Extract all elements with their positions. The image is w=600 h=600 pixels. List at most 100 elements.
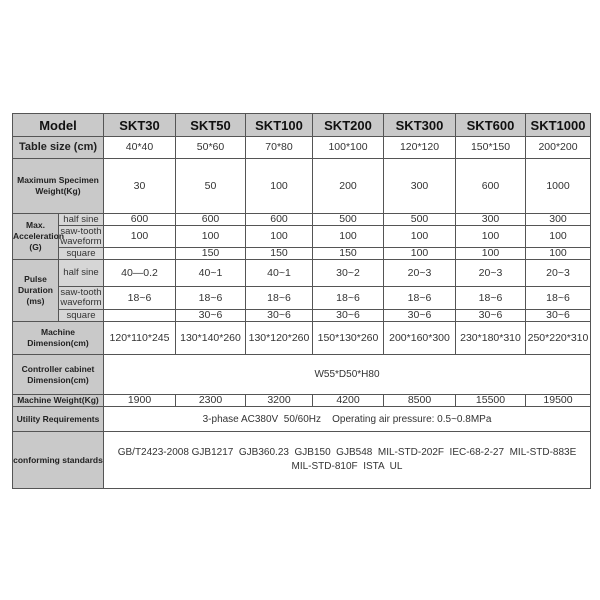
sub-label: square xyxy=(58,247,104,260)
value-cell: 100 xyxy=(245,158,313,214)
value-cell: 30~6 xyxy=(175,309,246,322)
model-column-header: SKT600 xyxy=(455,113,526,137)
value-cell: 20~3 xyxy=(455,259,526,287)
controller-value: W55*D50*H80 xyxy=(103,354,591,395)
value-cell: 130*140*260 xyxy=(175,321,246,355)
value-cell: 18~6 xyxy=(383,286,456,310)
value-cell: 4200 xyxy=(312,394,384,407)
model-column-header: SKT1000 xyxy=(525,113,591,137)
machine-weight-row: Machine Weight(Kg) 1900 2300 3200 4200 8500 15… xyxy=(12,394,591,407)
value-cell: 120*120 xyxy=(383,136,456,159)
value-cell: 600 xyxy=(245,213,313,226)
value-cell: 8500 xyxy=(383,394,456,407)
value-cell: 150 xyxy=(312,247,384,260)
value-cell: 130*120*260 xyxy=(245,321,313,355)
value-cell: 100 xyxy=(103,225,176,248)
value-cell: 30~6 xyxy=(245,309,313,322)
value-cell: 300 xyxy=(525,213,591,226)
machine-dim-row: Machine Dimension(cm) 120*110*245 130*140*… xyxy=(12,321,591,355)
model-column-header: SKT50 xyxy=(175,113,246,137)
value-cell: 200*160*300 xyxy=(383,321,456,355)
standards-line: MIL-STD-810F ISTA UL xyxy=(291,461,403,472)
value-cell: 40~1 xyxy=(175,259,246,287)
row-label: Machine Weight(Kg) xyxy=(12,394,104,407)
row-label: Machine Dimension(cm) xyxy=(12,321,104,355)
header-row: Model SKT30 SKT50 SKT100 SKT200 SKT300 SKT600 S… xyxy=(12,113,591,137)
model-column-header: SKT100 xyxy=(245,113,313,137)
value-cell: 100 xyxy=(312,225,384,248)
value-cell: 100 xyxy=(455,247,526,260)
pulse-row: Pulse Duration (ms) half sine 40—0.2 40~1 40… xyxy=(12,259,591,322)
sub-label: square xyxy=(58,309,104,322)
row-label: Controller cabinet Dimension(cm) xyxy=(12,354,104,395)
value-cell: 200*200 xyxy=(525,136,591,159)
acceleration-row: Max. Acceleration (G) half sine 600 600 600 5… xyxy=(12,213,591,260)
value-cell: 50 xyxy=(175,158,246,214)
sub-label: half sine xyxy=(58,259,104,287)
value-cell: 100 xyxy=(525,247,591,260)
value-cell: 150*130*260 xyxy=(312,321,384,355)
value-cell: 18~6 xyxy=(103,286,176,310)
value-cell: 100 xyxy=(383,247,456,260)
value-cell: 18~6 xyxy=(455,286,526,310)
sub-label: saw-tooth waveform xyxy=(58,225,104,248)
sub-label: saw-tooth waveform xyxy=(58,286,104,310)
value-cell: 150 xyxy=(245,247,313,260)
value-cell: 18~6 xyxy=(525,286,591,310)
value-cell: 300 xyxy=(383,158,456,214)
row-label: Utility Requirements xyxy=(12,406,104,432)
value-cell: 230*180*310 xyxy=(455,321,526,355)
value-cell: 40—0.2 xyxy=(103,259,176,287)
value-cell: 40*40 xyxy=(103,136,176,159)
value-cell: 150 xyxy=(175,247,246,260)
value-cell: 100*100 xyxy=(312,136,384,159)
row-label: Maximum Specimen Weight(Kg) xyxy=(12,158,104,214)
group-label: Max. Acceleration (G) xyxy=(12,213,64,260)
value-cell xyxy=(103,309,176,322)
utility-row: Utility Requirements 3-phase AC380V 50/60… xyxy=(12,406,591,432)
value-cell: 600 xyxy=(455,158,526,214)
value-cell xyxy=(103,247,176,260)
value-cell: 30 xyxy=(103,158,176,214)
value-cell: 20~3 xyxy=(525,259,591,287)
row-label: conforming standards xyxy=(12,431,104,489)
value-cell: 600 xyxy=(175,213,246,226)
value-cell: 30~2 xyxy=(312,259,384,287)
value-cell: 2300 xyxy=(175,394,246,407)
acceleration-row: saw-tooth waveform 100 100 100 100 100 100 100 xyxy=(13,225,591,248)
standards-value: GB/T2423-2008 GJB1217 GJB360.23 GJB150 G… xyxy=(103,431,591,489)
acceleration-row: square 150 150 150 100 100 100 xyxy=(13,247,591,260)
value-cell: 30~6 xyxy=(455,309,526,322)
value-cell: 100 xyxy=(455,225,526,248)
value-cell: 1900 xyxy=(103,394,176,407)
value-cell: 100 xyxy=(383,225,456,248)
controller-row: Controller cabinet Dimension(cm) W55*D50*… xyxy=(12,354,591,395)
max-weight-row: Maximum Specimen Weight(Kg) 30 50 100 200 300… xyxy=(12,158,591,214)
value-cell: 30~6 xyxy=(312,309,384,322)
pulse-row: square 30~6 30~6 30~6 30~6 30~6 30~6 xyxy=(13,309,591,322)
value-cell: 20~3 xyxy=(383,259,456,287)
model-column-header: SKT300 xyxy=(383,113,456,137)
value-cell: 250*220*310 xyxy=(525,321,591,355)
value-cell: 100 xyxy=(245,225,313,248)
value-cell: 500 xyxy=(312,213,384,226)
table-size-row: Table size (cm) 40*40 50*60 70*80 100*100 120… xyxy=(12,136,591,159)
value-cell: 30~6 xyxy=(383,309,456,322)
sub-label: half sine xyxy=(58,213,104,226)
value-cell: 300 xyxy=(455,213,526,226)
model-header: Model xyxy=(12,113,104,137)
value-cell: 50*60 xyxy=(175,136,246,159)
utility-value: 3-phase AC380V 50/60Hz Operating air pre… xyxy=(103,406,591,432)
value-cell: 30~6 xyxy=(525,309,591,322)
value-cell: 600 xyxy=(103,213,176,226)
value-cell: 100 xyxy=(525,225,591,248)
standards-line: GB/T2423-2008 GJB1217 GJB360.23 GJB150 G… xyxy=(117,447,577,458)
value-cell: 19500 xyxy=(525,394,591,407)
pulse-row: saw-tooth waveform 18~6 18~6 18~6 18~6 18~6 18… xyxy=(13,286,591,310)
value-cell: 18~6 xyxy=(245,286,313,310)
value-cell: 150*150 xyxy=(455,136,526,159)
value-cell: 100 xyxy=(175,225,246,248)
value-cell: 500 xyxy=(383,213,456,226)
group-label: Pulse Duration (ms) xyxy=(12,259,59,322)
row-label: Table size (cm) xyxy=(12,136,104,159)
